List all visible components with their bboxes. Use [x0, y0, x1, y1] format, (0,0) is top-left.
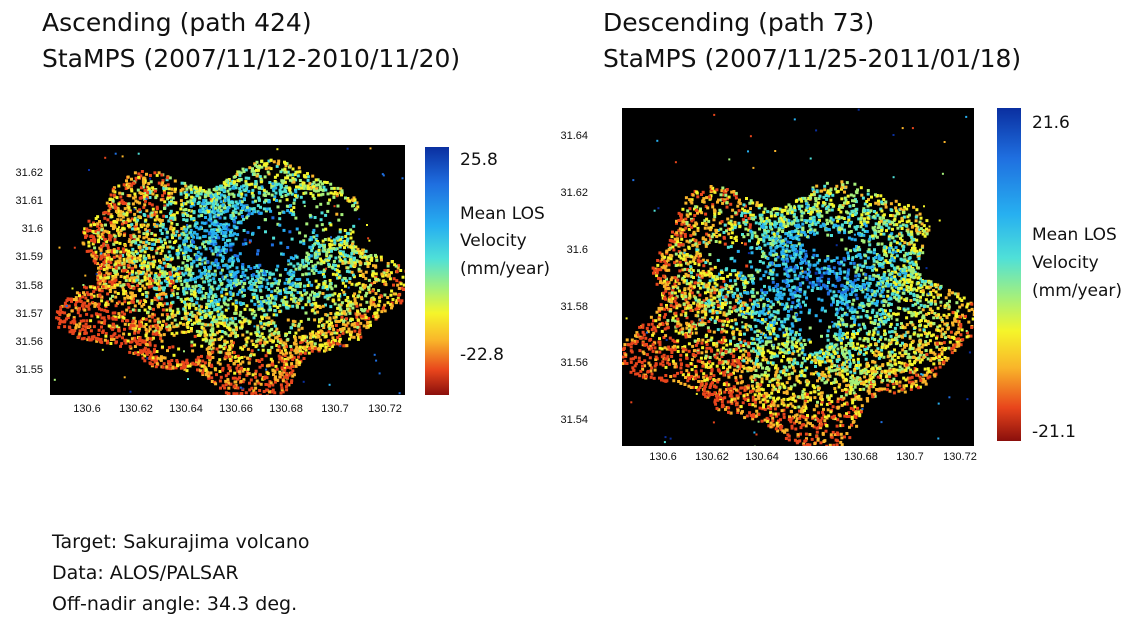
y-tick-label: 31.62: [3, 167, 43, 179]
y-tick-label: 31.58: [548, 301, 588, 313]
left-colorbar: [425, 147, 449, 395]
left-colorbar-title-1: Mean LOS: [460, 201, 545, 228]
right-title-line1: Descending (path 73): [603, 6, 874, 40]
y-tick-label: 31.59: [3, 251, 43, 263]
left-colorbar-max: 25.8: [460, 147, 498, 174]
x-tick-label: 130.62: [114, 403, 158, 415]
x-tick-label: 130.68: [839, 451, 883, 463]
footer-target: Target: Sakurajima volcano: [52, 527, 310, 558]
left-velocity-map: [50, 145, 405, 395]
x-tick-label: 130.7: [313, 403, 357, 415]
left-colorbar-min: -22.8: [460, 342, 504, 369]
y-tick-label: 31.6: [3, 223, 43, 235]
x-tick-label: 130.6: [641, 451, 685, 463]
x-tick-label: 130.68: [264, 403, 308, 415]
x-tick-label: 130.62: [690, 451, 734, 463]
velocity-points: [54, 147, 405, 395]
x-tick-label: 130.64: [164, 403, 208, 415]
right-colorbar-title-2: Velocity: [1032, 250, 1099, 277]
left-title-line1: Ascending (path 424): [42, 6, 312, 40]
left-title-line2: StaMPS (2007/11/12-2010/11/20): [42, 42, 460, 76]
right-colorbar-max: 21.6: [1032, 110, 1070, 137]
y-tick-label: 31.6: [548, 244, 588, 256]
left-colorbar-title-2: Velocity: [460, 228, 527, 255]
x-tick-label: 130.6: [65, 403, 109, 415]
footer-off-nadir: Off-nadir angle: 34.3 deg.: [52, 589, 310, 620]
y-tick-label: 31.55: [3, 364, 43, 376]
x-tick-label: 130.72: [363, 403, 407, 415]
right-colorbar-title-1: Mean LOS: [1032, 222, 1117, 249]
x-tick-label: 130.72: [938, 451, 982, 463]
y-tick-label: 31.58: [3, 280, 43, 292]
y-tick-label: 31.56: [3, 336, 43, 348]
footer-info: Target: Sakurajima volcano Data: ALOS/PA…: [52, 527, 310, 620]
x-tick-label: 130.64: [740, 451, 784, 463]
footer-data: Data: ALOS/PALSAR: [52, 558, 310, 589]
y-tick-label: 31.62: [548, 187, 588, 199]
x-tick-label: 130.7: [888, 451, 932, 463]
y-tick-label: 31.64: [548, 130, 588, 142]
right-colorbar-title-3: (mm/year): [1032, 278, 1122, 305]
right-colorbar: [997, 108, 1021, 441]
x-tick-label: 130.66: [214, 403, 258, 415]
y-tick-label: 31.56: [548, 357, 588, 369]
velocity-points: [622, 109, 974, 446]
y-tick-label: 31.54: [548, 414, 588, 426]
left-colorbar-title-3: (mm/year): [460, 256, 550, 283]
y-tick-label: 31.57: [3, 308, 43, 320]
right-title-line2: StaMPS (2007/11/25-2011/01/18): [603, 42, 1021, 76]
right-colorbar-min: -21.1: [1032, 419, 1076, 446]
x-tick-label: 130.66: [789, 451, 833, 463]
y-tick-label: 31.61: [3, 195, 43, 207]
right-velocity-map: [622, 108, 974, 446]
